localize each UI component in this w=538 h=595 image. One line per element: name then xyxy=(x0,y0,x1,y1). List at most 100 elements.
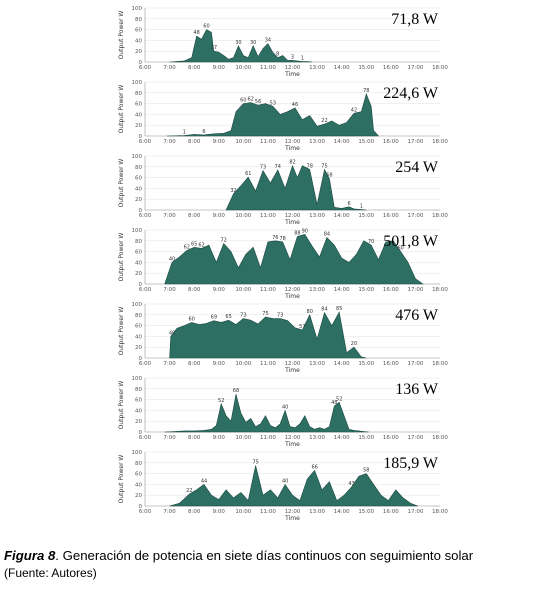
data-label: 62 xyxy=(198,242,204,248)
x-tick-label: 11:00 xyxy=(260,287,276,293)
total-energy-label: 71,8 W xyxy=(391,11,439,28)
x-axis-title: Time xyxy=(284,71,300,78)
data-label: 30 xyxy=(250,40,256,46)
data-label: 60 xyxy=(397,246,403,252)
data-label: 48 xyxy=(193,30,199,36)
y-tick-label: 60 xyxy=(135,102,142,108)
figure-caption: Figura 8. Generación de potencia en siet… xyxy=(4,548,538,580)
x-tick-label: 6:00 xyxy=(139,213,152,219)
x-tick-label: 16:00 xyxy=(383,139,399,145)
data-label: 75 xyxy=(252,460,258,466)
x-tick-label: 7:00 xyxy=(163,435,176,441)
total-energy-label: 501,8 W xyxy=(383,233,439,250)
data-label: 3 xyxy=(291,54,294,60)
data-label: 52 xyxy=(336,396,342,402)
y-tick-label: 80 xyxy=(135,387,142,393)
x-axis-title: Time xyxy=(284,515,300,522)
data-label: 57 xyxy=(299,324,305,330)
data-label: 84 xyxy=(324,232,330,238)
data-label: 52 xyxy=(218,398,224,404)
x-tick-label: 8:00 xyxy=(188,287,201,293)
data-label: 46 xyxy=(292,102,298,108)
caption-text: . Generación de potencia en siete días c… xyxy=(55,548,474,563)
data-label: 48 xyxy=(331,400,337,406)
data-label: 66 xyxy=(311,464,317,470)
y-tick-label: 100 xyxy=(132,450,143,456)
x-tick-label: 6:00 xyxy=(139,287,152,293)
x-tick-label: 10:00 xyxy=(235,361,251,367)
y-axis-title: Output Power W xyxy=(118,85,125,134)
y-tick-label: 0 xyxy=(139,282,143,288)
data-label: 60 xyxy=(240,98,246,104)
x-tick-label: 6:00 xyxy=(139,65,152,71)
data-label: 73 xyxy=(277,313,283,319)
data-label: 43 xyxy=(348,481,354,487)
x-tick-label: 7:00 xyxy=(163,213,176,219)
data-label: 1 xyxy=(301,55,304,61)
x-tick-label: 10:00 xyxy=(235,139,251,145)
y-tick-label: 60 xyxy=(135,250,142,256)
x-tick-label: 15:00 xyxy=(358,435,374,441)
x-tick-label: 18:00 xyxy=(432,213,448,219)
data-label: 80 xyxy=(307,309,313,315)
total-energy-label: 185,9 W xyxy=(383,455,439,472)
x-axis-title: Time xyxy=(284,145,300,152)
data-label: 69 xyxy=(211,315,217,321)
data-label: 70 xyxy=(368,239,374,245)
x-tick-label: 13:00 xyxy=(309,287,325,293)
data-label: 44 xyxy=(201,478,207,484)
y-tick-label: 60 xyxy=(135,28,142,34)
x-tick-label: 11:00 xyxy=(260,509,276,515)
caption-title: Figura 8. Generación de potencia en siet… xyxy=(4,548,538,563)
x-axis-title: Time xyxy=(284,219,300,226)
chart-panel-7: 0 20 40 60 80 100 6:00 7:00 8:00 9:00 10:00 11:00 12… xyxy=(118,450,448,522)
data-label: 74 xyxy=(275,164,281,170)
x-tick-label: 8:00 xyxy=(188,213,201,219)
total-energy-label: 136 W xyxy=(395,381,439,398)
power-area-series xyxy=(164,233,424,285)
y-tick-label: 60 xyxy=(135,176,142,182)
x-tick-label: 13:00 xyxy=(309,65,325,71)
y-tick-label: 20 xyxy=(135,49,142,55)
x-tick-label: 9:00 xyxy=(213,287,226,293)
y-axis-title: Output Power W xyxy=(118,159,125,208)
x-tick-label: 12:00 xyxy=(285,361,301,367)
x-tick-label: 8:00 xyxy=(188,139,201,145)
power-area-series xyxy=(169,465,419,507)
x-tick-label: 8:00 xyxy=(188,65,201,71)
data-label: 34 xyxy=(265,38,271,44)
x-tick-label: 16:00 xyxy=(383,287,399,293)
x-axis-title: Time xyxy=(284,293,300,300)
y-tick-label: 100 xyxy=(132,80,143,86)
x-tick-label: 14:00 xyxy=(334,509,350,515)
x-tick-label: 16:00 xyxy=(383,509,399,515)
data-label: 60 xyxy=(189,316,195,322)
x-tick-label: 16:00 xyxy=(383,65,399,71)
y-tick-label: 100 xyxy=(132,376,143,382)
data-label: 40 xyxy=(282,478,288,484)
y-axis-title: Output Power W xyxy=(118,11,125,60)
data-label: 8 xyxy=(276,52,279,58)
data-label: 82 xyxy=(289,160,295,166)
power-area-series xyxy=(169,311,367,359)
x-tick-label: 6:00 xyxy=(139,509,152,515)
x-tick-label: 17:00 xyxy=(407,509,423,515)
power-area-series xyxy=(167,92,379,137)
chart-panel-5: 0 20 40 60 80 100 6:00 7:00 8:00 9:00 10:00 11:00 12… xyxy=(118,302,448,374)
y-axis-title: Output Power W xyxy=(118,455,125,504)
x-tick-label: 14:00 xyxy=(334,65,350,71)
data-label: 1 xyxy=(183,129,186,135)
y-tick-label: 20 xyxy=(135,345,142,351)
x-tick-label: 16:00 xyxy=(383,213,399,219)
x-tick-label: 13:00 xyxy=(309,435,325,441)
x-tick-label: 9:00 xyxy=(213,65,226,71)
x-tick-label: 8:00 xyxy=(188,361,201,367)
data-label: 73 xyxy=(260,165,266,171)
data-label: 20 xyxy=(351,341,357,347)
data-label: 65 xyxy=(191,241,197,247)
x-tick-label: 9:00 xyxy=(213,139,226,145)
x-tick-label: 18:00 xyxy=(432,287,448,293)
y-tick-label: 0 xyxy=(139,504,143,510)
y-tick-label: 20 xyxy=(135,197,142,203)
